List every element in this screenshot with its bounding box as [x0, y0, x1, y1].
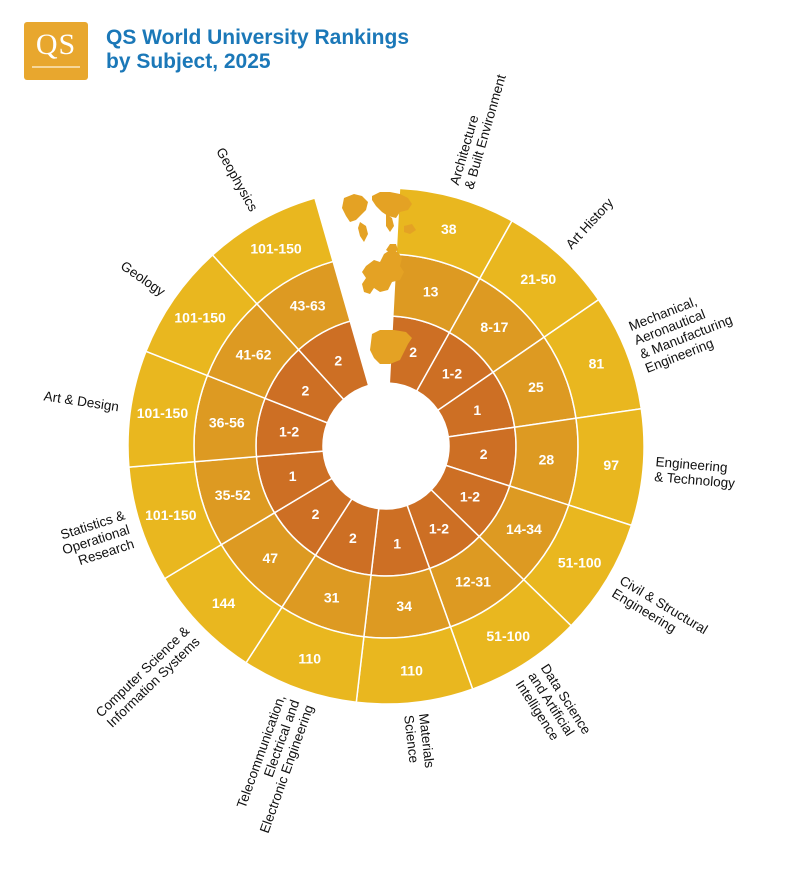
subject-label-line: Art History — [563, 195, 617, 252]
value-label-world: 21-50 — [520, 271, 556, 287]
value-label-spain: 2 — [409, 344, 417, 360]
segment: 101-150 36-56 1-2 — [127, 350, 329, 468]
value-label-world: 101-150 — [250, 241, 302, 257]
value-label-spain: 2 — [480, 446, 488, 462]
segment: 110 34 1 — [355, 504, 474, 705]
value-label-world: 144 — [212, 595, 236, 611]
value-label-world: 110 — [400, 663, 423, 679]
value-label-spain: 1 — [473, 402, 481, 418]
subject-label-line: Art & Design — [43, 388, 120, 414]
value-label-spain: 2 — [334, 352, 342, 368]
subject-label: Geophysics — [213, 145, 261, 214]
subject-label-line: Science — [401, 714, 421, 763]
subject-label-line: Geology — [118, 258, 168, 299]
subject-label-line: Engineering — [655, 454, 728, 475]
value-label-world: 38 — [441, 221, 457, 237]
value-label-europe: 12-31 — [455, 573, 491, 589]
segment: 21-50 8-17 1-2 — [415, 219, 600, 412]
value-label-spain: 1 — [393, 535, 401, 551]
subject-label-line: Geophysics — [213, 145, 261, 214]
qs-logo: QS — [24, 22, 88, 80]
value-label-world: 101-150 — [174, 309, 226, 325]
value-label-europe: 35-52 — [215, 487, 251, 503]
value-label-europe: 43-63 — [290, 297, 326, 313]
value-label-spain: 1-2 — [460, 489, 480, 505]
subject-label-line: & Technology — [654, 469, 736, 491]
value-label-europe: 25 — [528, 379, 544, 395]
subject-label: Mechanical,Aeronautical& ManufacturingEn… — [627, 294, 735, 376]
chart-title-line-2: by Subject, 2025 — [106, 50, 271, 73]
qs-logo-text: QS — [35, 28, 77, 61]
subject-label: Art History — [563, 195, 617, 252]
value-label-europe: 34 — [396, 598, 412, 614]
subject-label-line: Computer Science & — [93, 623, 192, 720]
value-label-europe: 31 — [324, 590, 340, 606]
value-label-world: 81 — [589, 355, 605, 371]
value-label-world: 101-150 — [145, 507, 197, 523]
spain-map-icon — [370, 330, 412, 364]
segment: 51-100 14-34 1-2 — [430, 464, 633, 627]
subject-label: Geology — [118, 258, 168, 299]
chart-title: QS World University Rankings by Subject,… — [106, 26, 466, 74]
value-label-spain: 2 — [349, 530, 357, 546]
subject-label: Art & Design — [43, 388, 120, 414]
segment: 110 31 2 — [245, 497, 380, 704]
value-label-spain: 1-2 — [442, 366, 462, 382]
value-label-world: 97 — [603, 457, 619, 473]
value-label-world: 51-100 — [558, 555, 602, 571]
world-map-icon — [342, 192, 416, 242]
value-label-europe: 36-56 — [209, 414, 245, 430]
value-label-europe: 47 — [262, 550, 278, 566]
value-label-spain: 1 — [289, 468, 297, 484]
segment: 101-150 43-63 2 — [211, 197, 370, 401]
value-label-europe: 13 — [423, 283, 439, 299]
value-label-world: 110 — [298, 651, 321, 667]
map-icons — [342, 192, 416, 364]
value-label-europe: 28 — [539, 451, 555, 467]
value-label-spain: 2 — [301, 382, 309, 398]
value-label-world: 51-100 — [486, 628, 530, 644]
segment: 144 47 2 — [163, 477, 353, 664]
segment-ring-spain — [211, 197, 335, 305]
subject-label: Computer Science &Information Systems — [93, 623, 203, 730]
qs-logo-underline — [32, 66, 80, 68]
subject-label: Architecture& Built Environment — [447, 73, 509, 191]
chart-segments: 38 13 2 21-50 8-17 1-2 81 25 1 97 28 2 51-100 14-34 1-… — [127, 187, 645, 705]
value-label-spain: 2 — [312, 506, 320, 522]
subject-label-line: Materials — [416, 713, 437, 769]
value-label-europe: 8-17 — [480, 319, 508, 335]
value-label-spain: 1-2 — [279, 424, 299, 440]
europe-map-icon — [362, 244, 404, 294]
subject-label: Telecommunication,Electrical andElectron… — [234, 693, 317, 835]
value-label-europe: 41-62 — [236, 346, 272, 362]
chart-title-line-1: QS World University Rankings — [106, 26, 410, 49]
subject-label: Engineering& Technology — [654, 454, 736, 491]
value-label-world: 101-150 — [137, 405, 189, 421]
value-label-europe: 14-34 — [506, 521, 542, 537]
segment: 101-150 35-52 1 — [128, 450, 333, 580]
subject-label-line: Information Systems — [104, 634, 203, 730]
value-label-spain: 1-2 — [429, 520, 449, 536]
